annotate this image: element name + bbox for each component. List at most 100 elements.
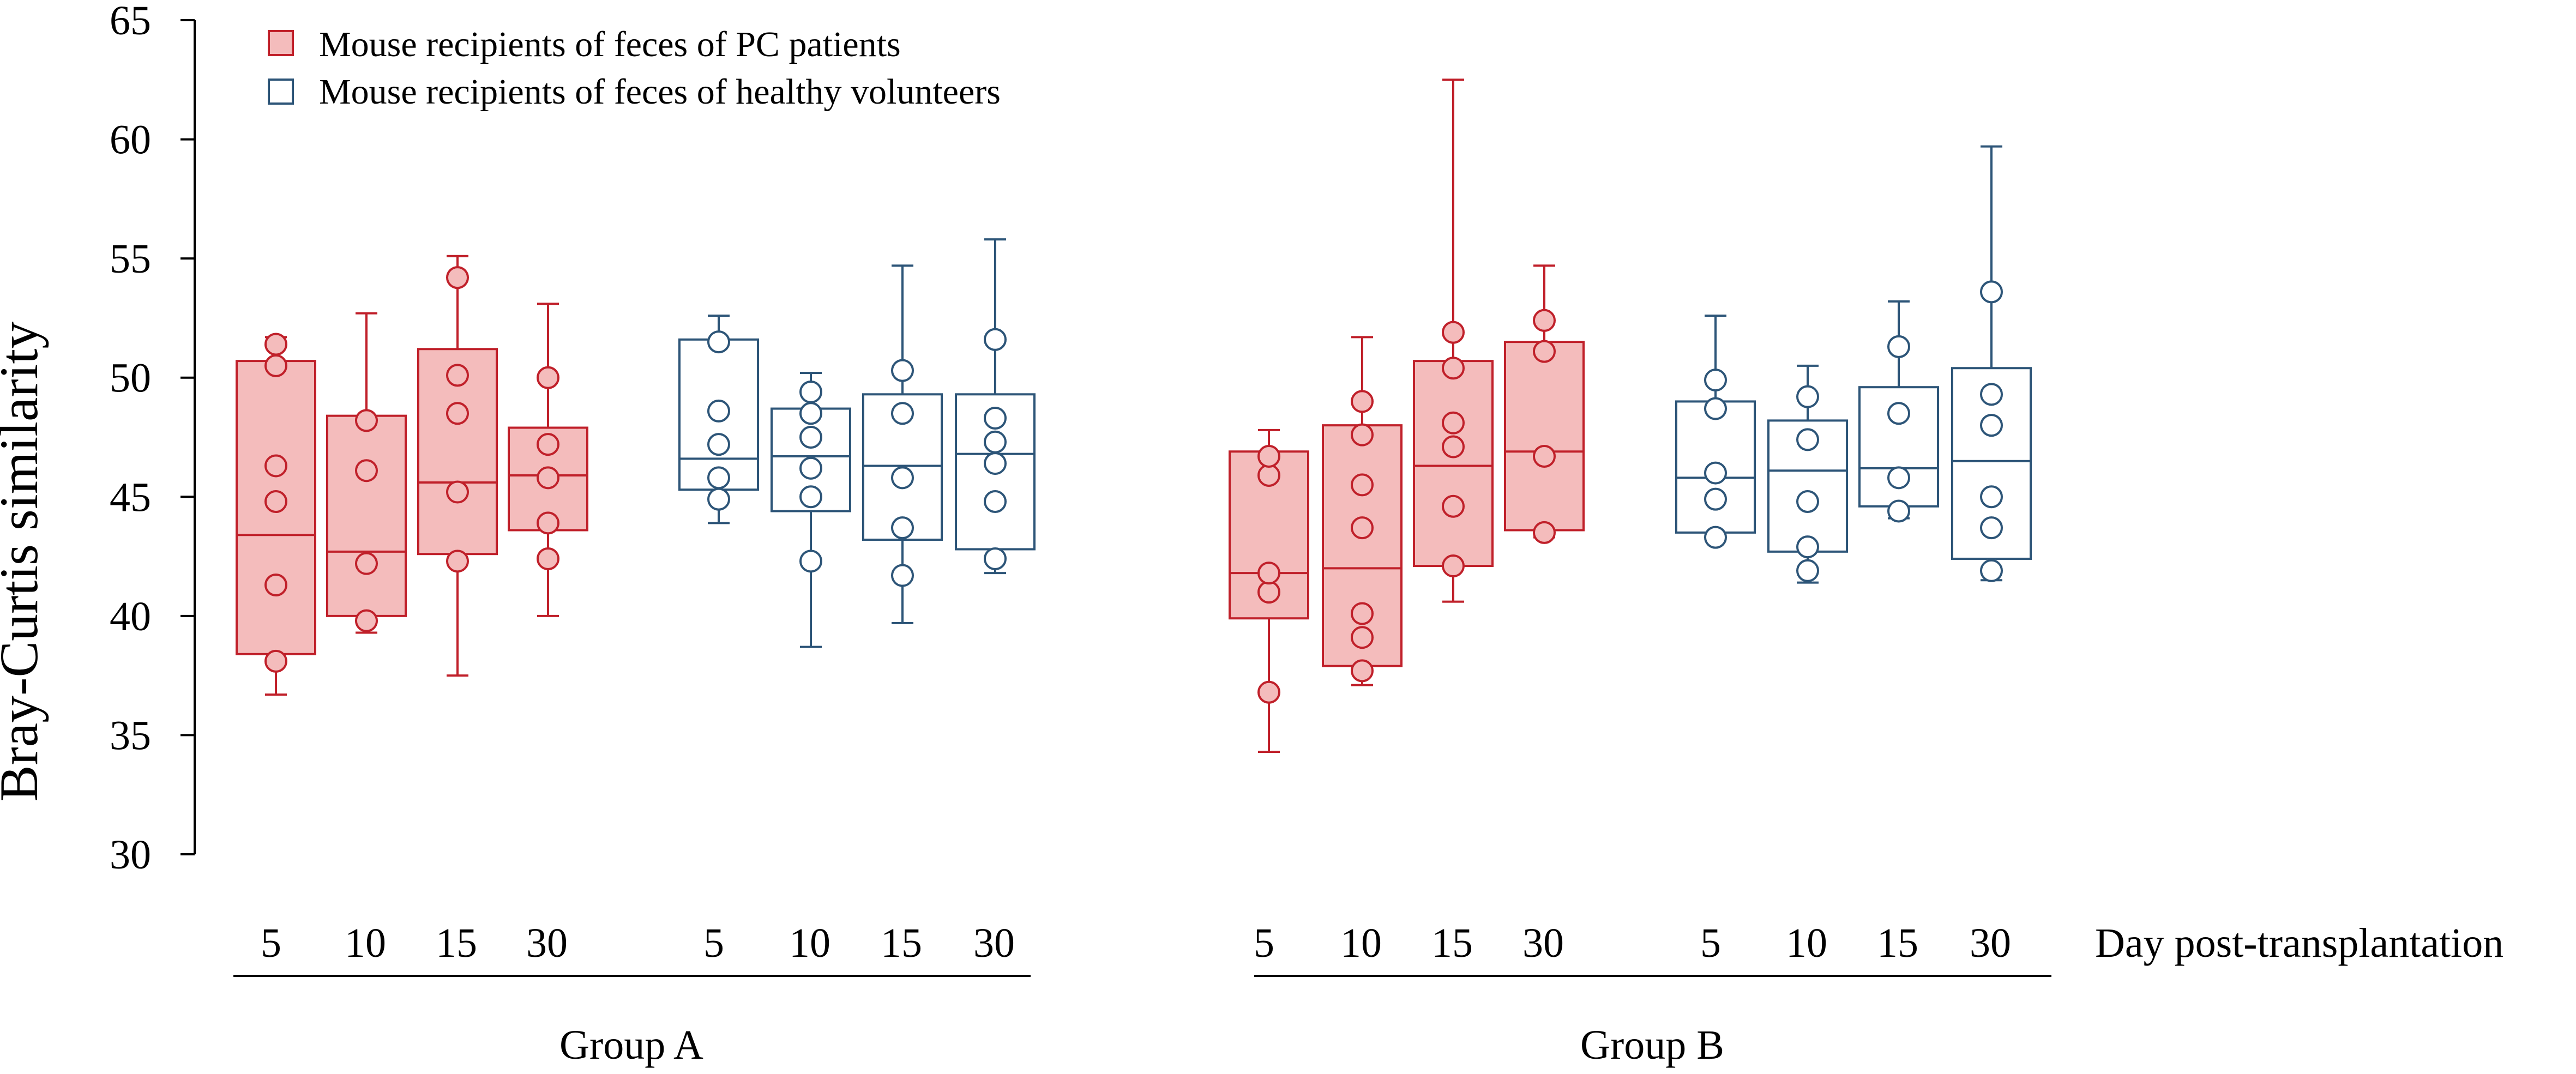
data-point	[984, 328, 1007, 351]
data-point	[1796, 385, 1819, 408]
box-healthy-day-30	[1951, 145, 2032, 582]
data-point	[1442, 494, 1465, 518]
data-point	[264, 574, 287, 597]
y-tick-label: 60	[110, 117, 151, 163]
data-point	[799, 402, 822, 425]
data-point	[1980, 383, 2003, 406]
data-point	[891, 466, 914, 490]
box-pc-day-10	[1322, 336, 1403, 686]
data-point	[707, 399, 730, 423]
y-tick-label: 55	[110, 236, 151, 282]
data-point	[891, 516, 914, 540]
data-point	[1796, 535, 1819, 559]
data-point	[1704, 369, 1727, 392]
data-point	[264, 354, 287, 377]
data-point	[799, 426, 822, 449]
y-axis: 30 35 40 45 50 55 60 65	[110, 0, 196, 878]
data-point	[891, 402, 914, 425]
y-tick-label: 30	[110, 832, 151, 878]
data-point	[1796, 559, 1819, 582]
box-healthy-day-5	[1675, 315, 1756, 549]
data-point	[1351, 516, 1374, 540]
data-point	[984, 452, 1007, 475]
data-point	[1442, 554, 1465, 578]
data-point	[1442, 357, 1465, 380]
data-point	[1704, 526, 1727, 549]
data-point	[707, 330, 730, 354]
box-pc-day-15	[417, 255, 498, 677]
data-point	[1704, 487, 1727, 511]
data-point	[537, 466, 559, 490]
day-label-10: 10	[1340, 920, 1382, 966]
data-point	[1533, 309, 1556, 332]
data-point	[264, 333, 287, 356]
data-point	[1980, 280, 2003, 304]
data-point	[984, 430, 1007, 454]
data-point	[799, 485, 822, 509]
data-point	[355, 409, 378, 432]
data-point	[1442, 411, 1465, 435]
day-label-10: 10	[789, 920, 830, 966]
data-point	[707, 466, 730, 490]
legend-swatch-pc	[268, 30, 294, 56]
data-point	[264, 454, 287, 478]
data-point	[446, 402, 469, 425]
data-point	[1704, 397, 1727, 420]
data-point	[1980, 414, 2003, 437]
data-point	[1980, 559, 2003, 582]
data-point	[264, 490, 287, 514]
box-pc-day-30	[1504, 264, 1585, 544]
day-label-15: 15	[1431, 920, 1473, 966]
legend-label-pc: Mouse recipients of feces of PC patients	[319, 25, 901, 64]
data-point	[1887, 466, 1910, 490]
box-pc-day-5	[1229, 429, 1309, 753]
data-point	[1887, 499, 1910, 523]
y-tick-label: 35	[110, 713, 151, 758]
legend: Mouse recipients of feces of PC patients…	[268, 25, 1001, 112]
box-body	[1504, 341, 1585, 532]
data-point	[1980, 516, 2003, 540]
box-pc-day-5	[236, 333, 316, 696]
data-point	[537, 366, 559, 389]
data-point	[355, 609, 378, 632]
data-point	[891, 564, 914, 587]
box-healthy-day-10	[771, 371, 851, 648]
data-point	[1533, 444, 1556, 468]
day-label-10: 10	[1786, 920, 1827, 966]
day-label-10: 10	[345, 920, 386, 966]
data-point	[1351, 390, 1374, 413]
y-tick-label: 50	[110, 355, 151, 401]
box-healthy-day-15	[1858, 300, 1939, 523]
day-labels: 5 10 15 30 5 10 15 30 5 10 15 30 5 10 15 30	[261, 920, 2011, 966]
data-point	[1704, 461, 1727, 485]
box-healthy-day-30	[955, 238, 1036, 575]
data-point	[446, 364, 469, 387]
legend-label-healthy: Mouse recipients of feces of healthy vol…	[319, 72, 1001, 112]
data-point	[799, 456, 822, 480]
data-point	[1351, 659, 1374, 683]
day-label-15: 15	[436, 920, 477, 966]
data-point	[984, 490, 1007, 514]
data-point	[1351, 602, 1374, 625]
data-point	[1796, 490, 1819, 514]
data-point	[891, 359, 914, 382]
data-point	[1257, 562, 1280, 585]
data-point	[537, 511, 559, 535]
data-point	[1257, 463, 1280, 487]
y-axis-label: Bray-Curtis similarity	[0, 322, 49, 801]
box-healthy-day-5	[678, 315, 759, 524]
y-tick-label: 65	[110, 0, 151, 44]
data-point	[984, 547, 1007, 570]
y-tick-label: 45	[110, 474, 151, 520]
data-point	[1351, 626, 1374, 649]
data-point	[446, 266, 469, 289]
y-tick-label: 40	[110, 594, 151, 639]
box-healthy-day-15	[862, 264, 943, 624]
data-point	[707, 433, 730, 456]
data-point	[1351, 423, 1374, 447]
box-body	[1322, 424, 1403, 667]
x-axis-label: Day post-transplantation	[2095, 920, 2503, 966]
day-label-5: 5	[261, 920, 281, 966]
legend-swatch-healthy	[268, 79, 294, 105]
box-pc-day-10	[326, 312, 407, 634]
